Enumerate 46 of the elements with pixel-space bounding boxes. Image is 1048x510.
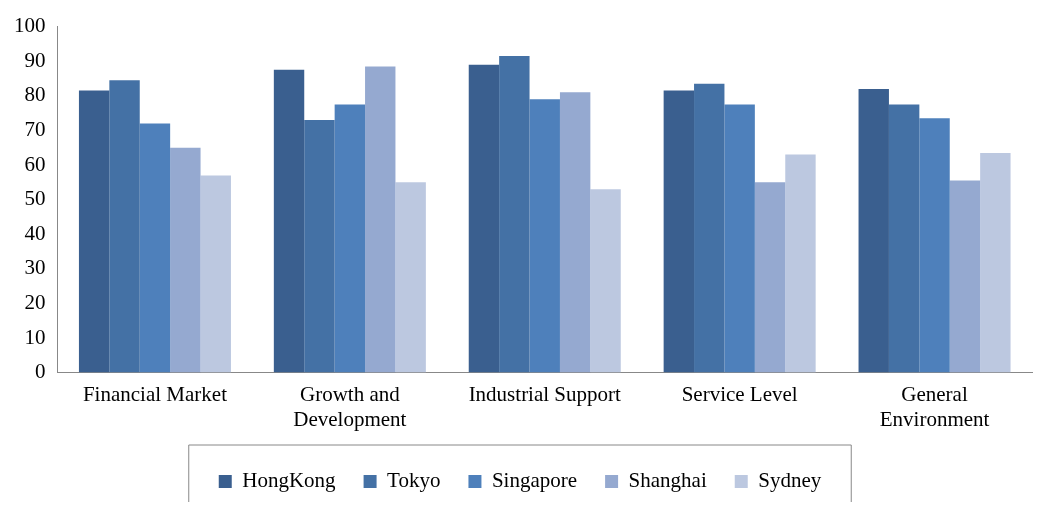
bar (78, 90, 110, 373)
bar (919, 118, 950, 373)
bar (590, 189, 621, 373)
x-tick-label: General Environment (879, 381, 990, 431)
bar (858, 88, 889, 373)
y-tick-label: 10 (24, 324, 46, 349)
x-tick-label: Industrial Support (468, 381, 622, 406)
bar (888, 104, 920, 373)
y-tick-label: 70 (24, 116, 46, 141)
bar (334, 104, 366, 373)
y-tick-label: 30 (24, 255, 46, 280)
y-tick-label: 100 (14, 13, 46, 38)
bar (170, 147, 201, 373)
bar (273, 69, 305, 373)
bar (980, 152, 1011, 373)
y-tick-label: 40 (24, 220, 46, 245)
bar (559, 92, 591, 373)
bar (785, 154, 816, 373)
x-tick-label: Service Level (681, 381, 798, 406)
bar (499, 56, 530, 373)
y-tick-label: 80 (24, 82, 46, 107)
x-tick-label: Growth and Development (293, 381, 407, 431)
bar (724, 104, 755, 373)
bar (109, 80, 140, 373)
bar (304, 120, 335, 373)
bar (754, 182, 786, 373)
y-tick-label: 90 (24, 47, 46, 72)
y-tick-label: 0 (35, 359, 46, 384)
bar (468, 64, 500, 373)
bar (395, 182, 426, 373)
bar (365, 66, 396, 373)
y-tick-label: 20 (24, 289, 46, 314)
legend-label: Singapore (491, 468, 578, 493)
bar (949, 180, 981, 373)
legend-label: Shanghai (628, 468, 707, 493)
bar (694, 83, 725, 373)
bar (200, 175, 231, 373)
bar (139, 123, 171, 373)
x-tick-label: Financial Market (82, 381, 228, 406)
y-tick-label: 60 (24, 151, 46, 176)
legend-label: Tokyo (387, 468, 441, 493)
legend-label: HongKong (242, 468, 337, 493)
y-tick-label: 50 (24, 186, 46, 211)
bar (529, 99, 560, 373)
legend-label: Sydney (758, 468, 822, 493)
bar (663, 90, 695, 373)
